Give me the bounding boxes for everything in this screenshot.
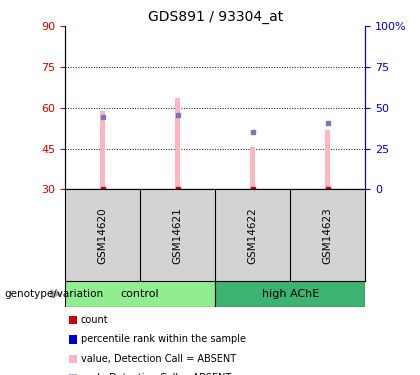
Text: genotype/variation: genotype/variation (4, 289, 103, 299)
Bar (215, 281, 365, 307)
Text: control: control (121, 289, 160, 299)
Text: GSM14622: GSM14622 (248, 207, 258, 264)
Text: high AChE: high AChE (262, 289, 319, 299)
Polygon shape (50, 290, 63, 298)
Text: count: count (81, 315, 108, 325)
Text: GSM14621: GSM14621 (173, 207, 183, 264)
Bar (100, 111, 105, 189)
Text: GSM14623: GSM14623 (323, 207, 333, 264)
Text: percentile rank within the sample: percentile rank within the sample (81, 334, 246, 344)
Text: rank, Detection Call = ABSENT: rank, Detection Call = ABSENT (81, 374, 231, 375)
Title: GDS891 / 93304_at: GDS891 / 93304_at (147, 10, 283, 24)
Bar (175, 98, 180, 189)
Bar (250, 147, 255, 189)
Text: value, Detection Call = ABSENT: value, Detection Call = ABSENT (81, 354, 236, 364)
Bar (325, 130, 331, 189)
Text: GSM14620: GSM14620 (97, 207, 108, 264)
Bar (65, 281, 215, 307)
